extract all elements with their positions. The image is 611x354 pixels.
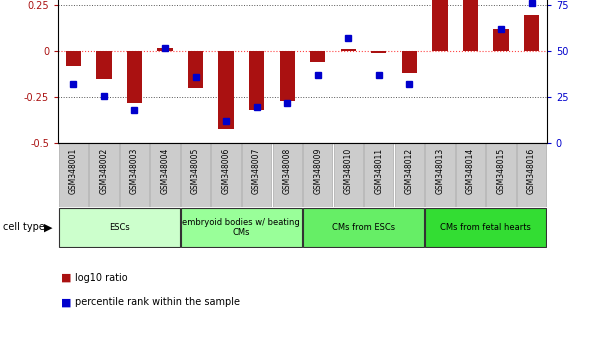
Text: GSM348005: GSM348005 — [191, 148, 200, 194]
Bar — [494, 29, 508, 51]
Bar — [425, 208, 546, 247]
Bar — [463, 0, 478, 51]
Bar — [59, 143, 88, 207]
Text: GSM348013: GSM348013 — [436, 148, 444, 194]
Bar — [181, 143, 210, 207]
Bar — [280, 51, 295, 101]
Text: GSM348016: GSM348016 — [527, 148, 536, 194]
Text: GSM348012: GSM348012 — [405, 148, 414, 194]
Bar — [59, 208, 180, 247]
Bar — [150, 143, 180, 207]
Bar — [395, 143, 424, 207]
Text: GSM348011: GSM348011 — [375, 148, 383, 194]
Bar — [219, 51, 234, 129]
Text: GSM348007: GSM348007 — [252, 148, 261, 194]
Text: CMs from fetal hearts: CMs from fetal hearts — [441, 223, 531, 232]
Text: cell type: cell type — [3, 222, 45, 233]
Bar — [158, 48, 173, 51]
Text: ▶: ▶ — [44, 222, 53, 233]
Bar — [127, 51, 142, 103]
Bar — [249, 51, 264, 110]
Bar — [310, 51, 326, 62]
Text: GSM348006: GSM348006 — [222, 148, 230, 194]
Bar — [334, 143, 363, 207]
Text: GSM348002: GSM348002 — [100, 148, 108, 194]
Bar — [433, 0, 447, 51]
Bar — [456, 143, 485, 207]
Text: GSM348014: GSM348014 — [466, 148, 475, 194]
Bar — [66, 51, 81, 66]
Text: ■: ■ — [61, 273, 71, 282]
Bar — [89, 143, 119, 207]
Text: percentile rank within the sample: percentile rank within the sample — [75, 297, 240, 307]
Bar — [402, 51, 417, 73]
Bar — [524, 15, 540, 51]
Bar — [120, 143, 149, 207]
Bar — [242, 143, 271, 207]
Bar — [341, 50, 356, 51]
Bar — [181, 208, 302, 247]
Text: GSM348008: GSM348008 — [283, 148, 291, 194]
Text: CMs from ESCs: CMs from ESCs — [332, 223, 395, 232]
Text: ESCs: ESCs — [109, 223, 130, 232]
Text: GSM348010: GSM348010 — [344, 148, 353, 194]
Text: ■: ■ — [61, 297, 71, 307]
Bar — [303, 143, 332, 207]
Text: GSM348003: GSM348003 — [130, 148, 139, 194]
Bar — [425, 143, 455, 207]
Bar — [517, 143, 546, 207]
Text: GSM348004: GSM348004 — [161, 148, 169, 194]
Bar — [303, 208, 424, 247]
Text: log10 ratio: log10 ratio — [75, 273, 128, 282]
Bar — [211, 143, 241, 207]
Text: GSM348009: GSM348009 — [313, 148, 322, 194]
Text: GSM348015: GSM348015 — [497, 148, 505, 194]
Bar — [364, 143, 393, 207]
Bar — [188, 51, 203, 88]
Text: GSM348001: GSM348001 — [69, 148, 78, 194]
Bar — [273, 143, 302, 207]
Bar — [486, 143, 516, 207]
Bar — [371, 51, 386, 53]
Bar — [97, 51, 112, 79]
Text: embryoid bodies w/ beating
CMs: embryoid bodies w/ beating CMs — [183, 218, 300, 237]
